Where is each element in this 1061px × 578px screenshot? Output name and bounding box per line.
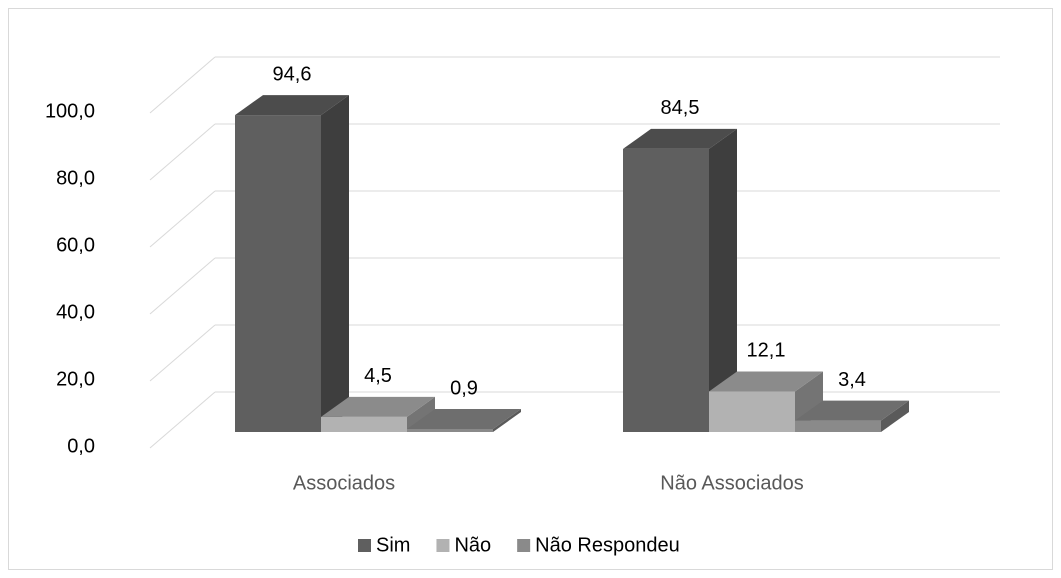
y-tick-label: 20,0	[56, 368, 95, 390]
bar-side	[321, 95, 349, 432]
legend-swatch	[358, 539, 371, 552]
grid-line-side	[149, 190, 216, 248]
bar-side	[881, 400, 909, 432]
bar-top	[407, 408, 521, 429]
grid-line-side	[149, 257, 216, 315]
chart-border	[8, 8, 1053, 570]
legend-label: Sim	[376, 534, 410, 556]
data-label: 0,9	[450, 377, 478, 399]
y-tick-label: 0,0	[67, 435, 95, 457]
bar-side	[709, 128, 737, 433]
bar	[235, 115, 321, 432]
bar	[321, 416, 407, 432]
bar	[795, 420, 881, 432]
grid-line-side	[149, 123, 216, 181]
legend-label: Não Respondeu	[535, 534, 680, 556]
bar-top	[235, 95, 349, 116]
x-tick-label: Não Associados	[660, 472, 803, 494]
grid-line-side	[149, 324, 216, 382]
bar-side	[493, 408, 521, 432]
bar-side	[407, 396, 435, 432]
data-label: 12,1	[747, 340, 786, 362]
bar-top	[795, 400, 909, 421]
data-label: 3,4	[838, 369, 866, 391]
legend-swatch	[517, 539, 531, 552]
y-tick-label: 40,0	[56, 301, 95, 323]
bar	[623, 148, 709, 433]
y-tick-label: 100,0	[45, 100, 95, 122]
bar	[709, 391, 795, 432]
data-label: 4,5	[364, 365, 392, 387]
x-tick-label: Associados	[293, 472, 395, 494]
data-label: 94,6	[273, 63, 312, 85]
bar-top	[709, 371, 823, 392]
y-tick-label: 80,0	[56, 167, 95, 189]
grid-line-side	[149, 56, 216, 114]
bar	[407, 428, 493, 432]
y-tick-label: 60,0	[56, 234, 95, 256]
legend-swatch	[436, 539, 450, 552]
bar-top	[623, 128, 737, 149]
data-label: 84,5	[661, 97, 700, 119]
bar-top	[321, 396, 435, 417]
grid-line-side	[149, 391, 216, 449]
legend-label: Não	[454, 534, 491, 556]
